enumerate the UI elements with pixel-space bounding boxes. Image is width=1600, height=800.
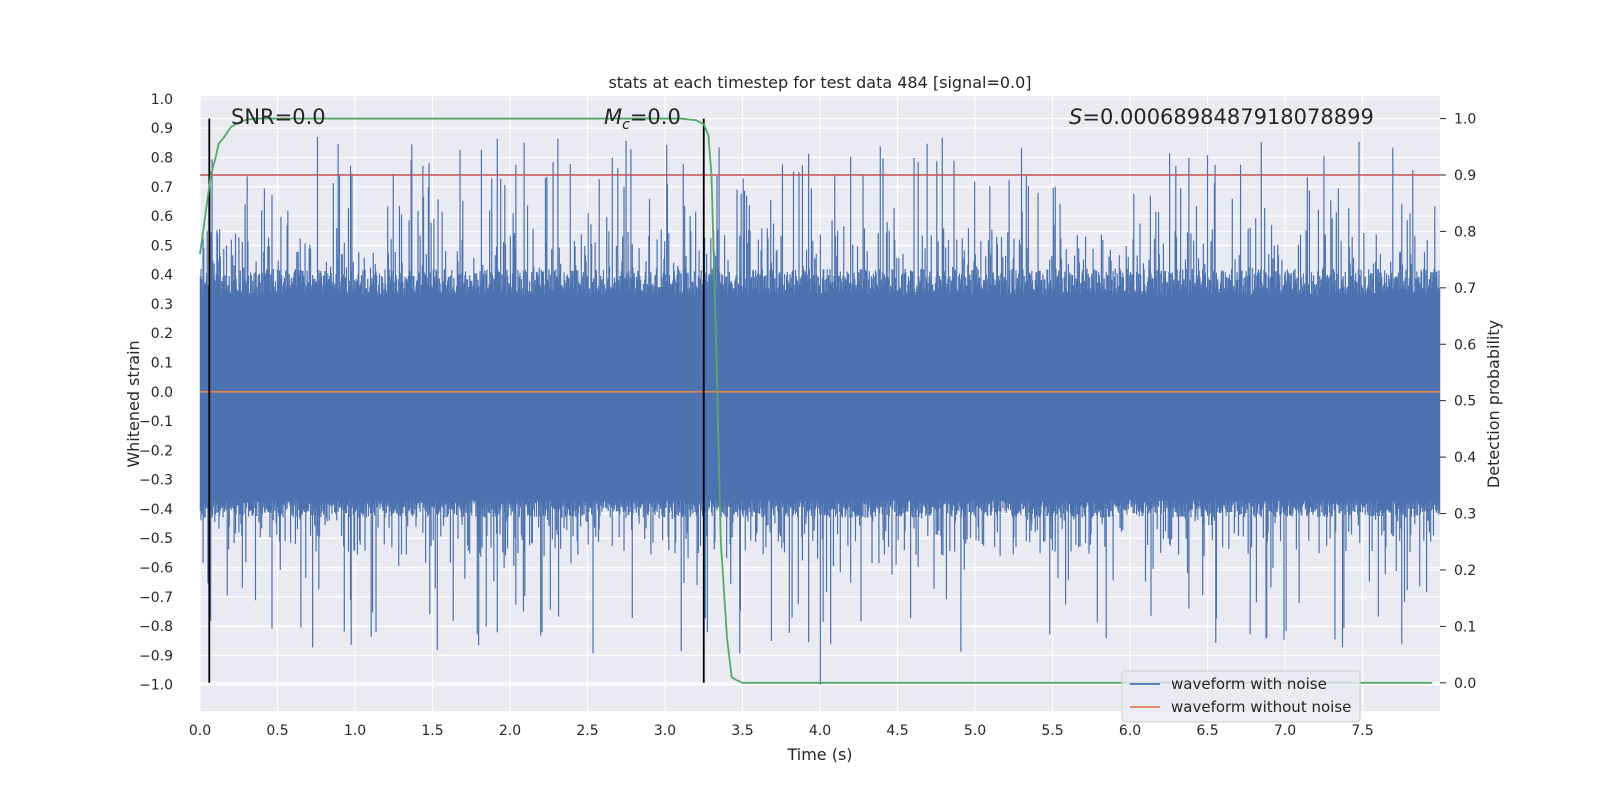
y-tick-label: 1.0 xyxy=(151,92,173,108)
y2-tick-label: 0.9 xyxy=(1454,168,1476,184)
y-tick-label: −0.9 xyxy=(139,648,173,664)
x-tick-label: 1.5 xyxy=(421,723,443,739)
y2-axis-label: Detection probability xyxy=(1484,320,1503,488)
y-tick-label: −0.2 xyxy=(139,443,173,459)
x-tick-label: 7.5 xyxy=(1351,723,1373,739)
y-tick-label: −0.8 xyxy=(139,619,173,635)
x-tick-label: 5.5 xyxy=(1041,723,1063,739)
y-tick-label: 0.5 xyxy=(151,238,173,254)
x-tick-label: 4.0 xyxy=(809,723,831,739)
snr-annotation: SNR=0.0 xyxy=(231,105,326,129)
y-tick-label: −0.4 xyxy=(139,502,173,518)
x-tick-label: 3.5 xyxy=(731,723,753,739)
axes: 0.0 0.5 1.0 1.5 2.0 2.5 3.0 3.5 4.0 4.5 5.0 5.5 6.0 6… xyxy=(139,92,1476,739)
x-tick-label: 0.5 xyxy=(266,723,288,739)
y-tick-label: −0.1 xyxy=(139,414,173,430)
y-tick-label: −0.3 xyxy=(139,473,173,489)
x-tick-label: 7.0 xyxy=(1274,723,1296,739)
y-tick-label: −0.7 xyxy=(139,590,173,606)
y-tick-label: 0.9 xyxy=(151,121,173,137)
y-tick-label: 0.2 xyxy=(151,326,173,342)
y2-tick-label: 0.3 xyxy=(1454,507,1476,523)
y2-tick-label: 0.0 xyxy=(1454,676,1476,692)
y-tick-label: 0.3 xyxy=(151,297,173,313)
legend-box xyxy=(1121,670,1361,723)
legend-label-with-noise: waveform with noise xyxy=(1171,675,1327,693)
x-tick-label: 1.0 xyxy=(344,723,366,739)
y-tick-label: 0.4 xyxy=(151,268,173,284)
x-tick-label: 0.0 xyxy=(189,723,211,739)
y2-tick-label: 0.5 xyxy=(1454,394,1476,410)
x-axis-label: Time (s) xyxy=(786,745,852,764)
y-tick-label: 0.7 xyxy=(151,180,173,196)
y-tick-label: 0.0 xyxy=(151,385,173,401)
x-tick-label: 5.0 xyxy=(964,723,986,739)
x-tick-label: 2.5 xyxy=(576,723,598,739)
y2-tick-label: 0.1 xyxy=(1454,619,1476,635)
y2-tick-label: 1.0 xyxy=(1454,112,1476,128)
y-tick-label: −0.6 xyxy=(139,561,173,577)
y2-tick-label: 0.7 xyxy=(1454,281,1476,297)
y-tick-label: 0.1 xyxy=(151,356,173,372)
legend-label-without-noise: waveform without noise xyxy=(1171,698,1351,716)
y2-tick-label: 0.6 xyxy=(1454,337,1476,353)
y-tick-label: 0.8 xyxy=(151,151,173,167)
y-tick-label: −0.5 xyxy=(139,531,173,547)
y2-tick-label: 0.2 xyxy=(1454,563,1476,579)
y-axis-label: Whitened strain xyxy=(124,340,143,467)
y-tick-label: 0.6 xyxy=(151,209,173,225)
x-tick-label: 3.0 xyxy=(654,723,676,739)
y-tick-label: −1.0 xyxy=(139,678,173,694)
legend: waveform with noise waveform without noi… xyxy=(1121,670,1361,723)
x-tick-label: 4.5 xyxy=(886,723,908,739)
overlay-lines xyxy=(199,117,1440,684)
chart-title: stats at each timestep for test data 484… xyxy=(608,73,1031,92)
x-tick-label: 2.0 xyxy=(499,723,521,739)
detection-probability-line xyxy=(199,117,1433,684)
x-tick-label: 6.5 xyxy=(1196,723,1218,739)
x-tick-label: 6.0 xyxy=(1119,723,1141,739)
y2-tick-label: 0.8 xyxy=(1454,224,1476,240)
y2-tick-label: 0.4 xyxy=(1454,450,1476,466)
s-annotation: S=0.0006898487918078899 xyxy=(1069,105,1374,129)
chirp-mass-annotation: Mc=0.0 xyxy=(604,105,681,133)
